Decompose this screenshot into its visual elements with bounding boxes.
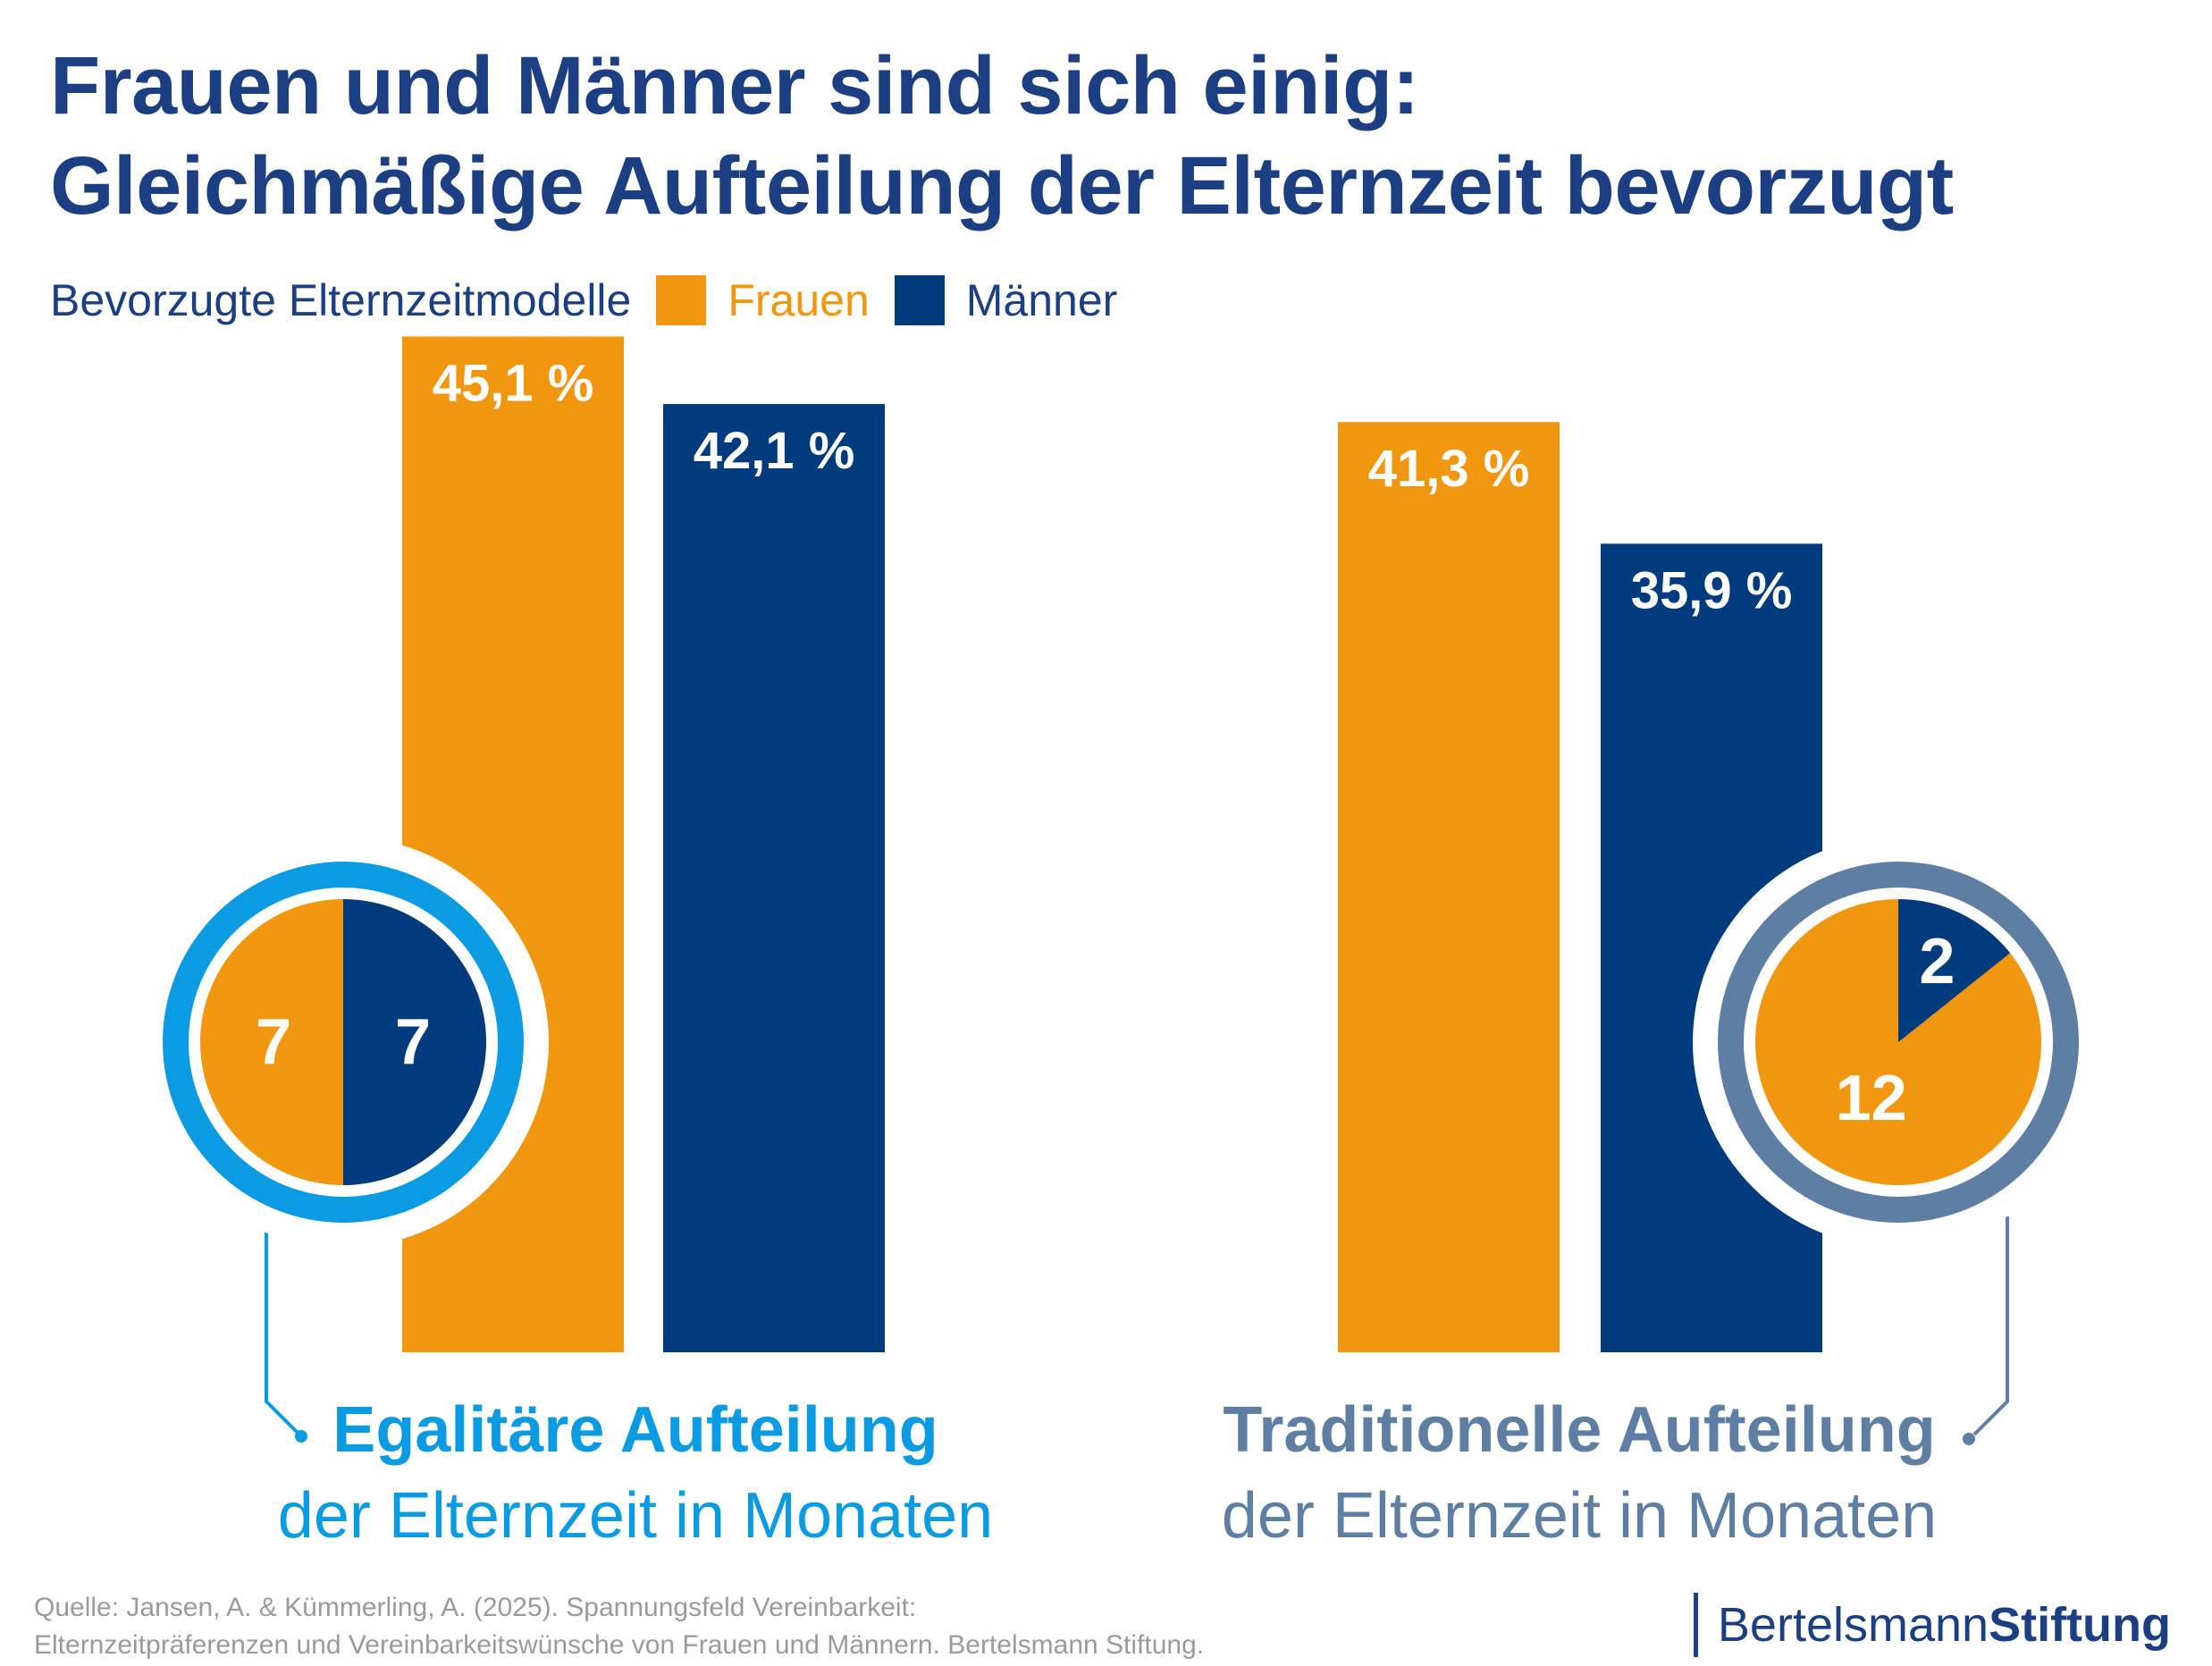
connector-line-egalitarian xyxy=(265,1216,299,1435)
bar-women-traditional xyxy=(1338,422,1560,1352)
legend-swatch-men xyxy=(894,275,945,325)
legend-label-men: Männer xyxy=(965,275,1118,325)
bar-value-label: 42,1 % xyxy=(694,422,855,480)
legend-caption: Bevorzugte Elternzeitmodelle xyxy=(50,275,632,325)
source-line-2: Elternzeitpräferenzen und Vereinbarkeits… xyxy=(34,1630,1205,1660)
pie-slice-men-egalitarian xyxy=(343,899,486,1185)
legend-label-women: Frauen xyxy=(728,275,870,325)
connector-dot-egalitarian xyxy=(295,1430,307,1443)
connector-dot-traditional xyxy=(1963,1433,1975,1445)
source-note: Quelle: Jansen, A. & Kümmerling, A. (202… xyxy=(34,1589,1204,1664)
brand-divider xyxy=(1693,1593,1698,1657)
brand-name-bold: Stiftung xyxy=(1989,1598,2171,1652)
group-subheading-traditional: der Elternzeit in Monaten xyxy=(1222,1480,1937,1552)
source-line-1: Quelle: Jansen, A. & Kümmerling, A. (202… xyxy=(34,1593,917,1622)
bar-value-label: 41,3 % xyxy=(1368,440,1530,498)
pie-label-men-egalitarian: 7 xyxy=(395,1006,431,1078)
page-title: Frauen und Männer sind sich einig: Gleic… xyxy=(50,36,1954,236)
bar-value-label: 45,1 % xyxy=(433,354,594,412)
brand-logo: Bertelsmann Stiftung xyxy=(1693,1591,2171,1659)
group-heading-traditional: Traditionelle Aufteilung xyxy=(1223,1394,1935,1466)
bar-value-label: 35,9 % xyxy=(1631,561,1793,619)
pie-label-women-traditional: 12 xyxy=(1836,1063,1907,1134)
bar-men-egalitarian xyxy=(663,404,885,1353)
group-heading-egalitarian: Egalitäre Aufteilung xyxy=(332,1394,938,1466)
pie-label-women-egalitarian: 7 xyxy=(256,1006,291,1078)
connector-line-traditional xyxy=(1972,1216,2009,1436)
legend-swatch-women xyxy=(656,275,707,325)
legend: Bevorzugte Elternzeitmodelle Frauen Männ… xyxy=(50,271,1117,330)
pie-slice-men-traditional xyxy=(1898,899,2011,1042)
pie-label-men-traditional: 2 xyxy=(1919,926,1955,997)
brand-name-regular: Bertelsmann xyxy=(1717,1598,1989,1652)
group-subheading-egalitarian: der Elternzeit in Monaten xyxy=(278,1480,993,1552)
title-line-1: Frauen und Männer sind sich einig: xyxy=(50,40,1419,131)
title-line-2: Gleichmäßige Aufteilung der Elternzeit b… xyxy=(50,140,1954,231)
